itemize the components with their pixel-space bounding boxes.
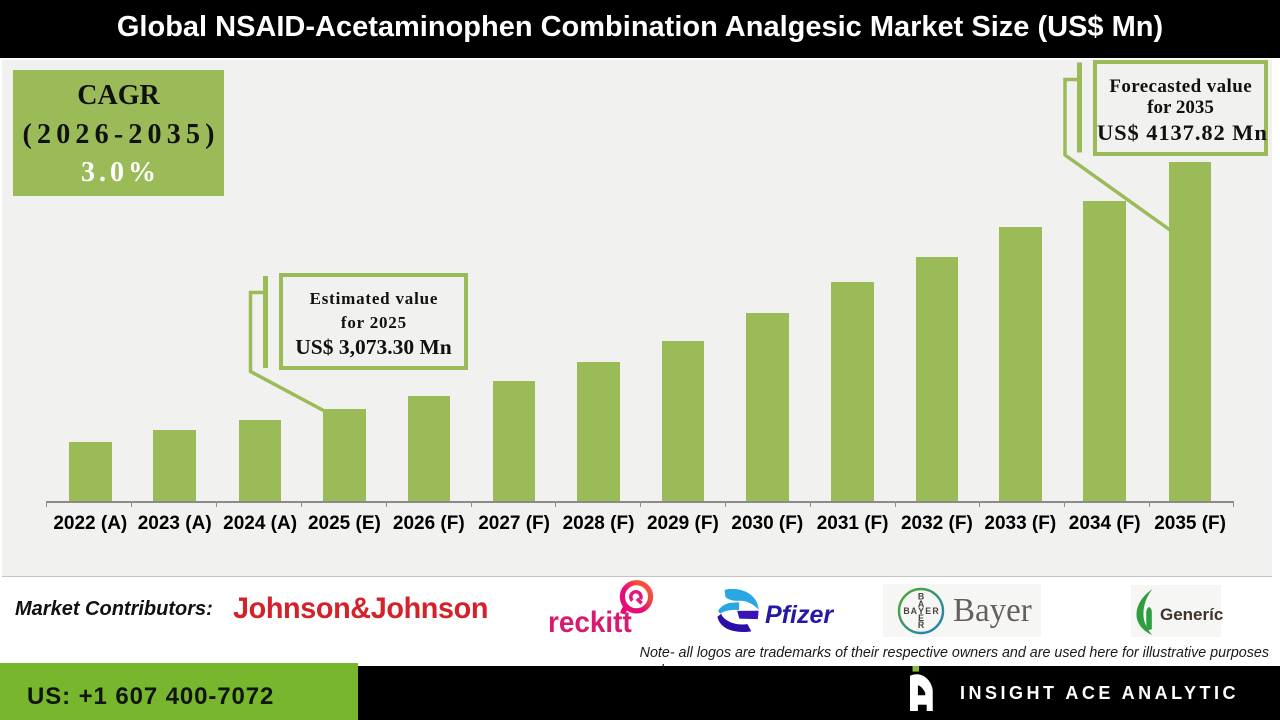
svg-text:B: B (903, 606, 909, 616)
svg-text:E: E (925, 606, 931, 616)
svg-text:E: E (918, 613, 924, 623)
svg-text:R: R (932, 606, 939, 616)
svg-text:A: A (918, 599, 925, 609)
svg-text:B: B (918, 592, 924, 602)
svg-text:Y: Y (918, 606, 924, 616)
svg-text:R: R (918, 620, 925, 630)
svg-text:A: A (911, 606, 918, 616)
